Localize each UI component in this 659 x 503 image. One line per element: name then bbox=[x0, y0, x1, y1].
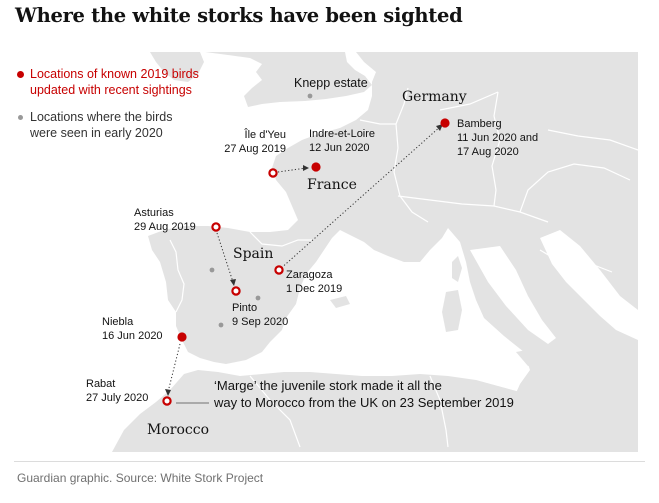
label-asturias: Asturias 29 Aug 2019 bbox=[134, 206, 196, 234]
route-zaragoza-bamberg bbox=[278, 125, 442, 271]
tyrrhenian-sea bbox=[470, 246, 556, 344]
pinto-marker bbox=[231, 286, 241, 296]
balearics-land bbox=[330, 296, 350, 308]
indre-date: 12 Jun 2020 bbox=[309, 142, 370, 154]
bamberg-date2: 17 Aug 2020 bbox=[457, 146, 519, 158]
label-knepp-estate: Knepp estate bbox=[294, 76, 368, 90]
north-africa-land bbox=[112, 370, 638, 452]
label-niebla: Niebla 16 Jun 2020 bbox=[102, 315, 163, 343]
source-credit: Guardian graphic. Source: White Stork Pr… bbox=[17, 471, 264, 485]
sardinia-land bbox=[442, 290, 462, 332]
zaragoza-name: Zaragoza bbox=[286, 269, 333, 281]
route-ile-dyeu-indre bbox=[277, 167, 307, 173]
bamberg-marker bbox=[440, 118, 450, 128]
route-niebla-rabat bbox=[167, 343, 181, 393]
indre-name: Indre-et-Loire bbox=[309, 128, 376, 140]
label-bamberg: Bamberg 11 Jun 2020 and 17 Aug 2020 bbox=[457, 117, 538, 159]
asturias-name: Asturias bbox=[134, 207, 174, 219]
legend-grey-line1: Locations where the birds bbox=[30, 110, 173, 124]
great-britain-land bbox=[205, 52, 372, 107]
rabat-name: Rabat bbox=[86, 378, 116, 390]
niebla-name: Niebla bbox=[102, 316, 134, 328]
label-indre-et-loire: Indre-et-Loire 12 Jun 2020 bbox=[309, 127, 375, 155]
country-spain: Spain bbox=[233, 246, 274, 262]
asturias-marker bbox=[211, 222, 221, 232]
europe-map bbox=[112, 52, 639, 452]
legend-grey-line2: were seen in early 2020 bbox=[30, 126, 163, 140]
footer-divider bbox=[14, 461, 645, 462]
ile-dyeu-marker bbox=[268, 168, 278, 178]
annotation-line2: way to Morocco from the UK on 23 Septemb… bbox=[214, 395, 514, 410]
pinto-date: 9 Sep 2020 bbox=[232, 316, 289, 328]
rabat-marker bbox=[162, 396, 172, 406]
pinto-name: Pinto bbox=[232, 302, 258, 314]
marge-annotation: ‘Marge’ the juvenile stork made it all t… bbox=[214, 377, 514, 411]
continent-land bbox=[148, 52, 638, 447]
bamberg-date1: 11 Jun 2020 and bbox=[457, 132, 539, 144]
zaragoza-marker bbox=[274, 265, 284, 275]
country-morocco: Morocco bbox=[147, 422, 209, 438]
sicily-land bbox=[516, 346, 548, 366]
grey-dot-icon bbox=[18, 115, 23, 120]
indre-et-loire-marker bbox=[311, 162, 321, 172]
annotation-line1: ‘Marge’ the juvenile stork made it all t… bbox=[214, 378, 442, 393]
niebla-marker bbox=[177, 332, 187, 342]
niebla-date: 16 Jun 2020 bbox=[102, 330, 163, 342]
label-ile-dyeu: Île d'Yeu 27 Aug 2019 bbox=[224, 128, 286, 156]
adriatic-sea bbox=[540, 230, 638, 340]
arrowhead-pinto bbox=[230, 279, 236, 286]
legend-red-line1: Locations of known 2019 birds bbox=[30, 67, 199, 81]
label-pinto: Pinto 9 Sep 2020 bbox=[232, 301, 288, 329]
label-rabat: Rabat 27 July 2020 bbox=[86, 377, 148, 405]
knepp-grey-marker bbox=[307, 93, 313, 99]
label-zaragoza: Zaragoza 1 Dec 2019 bbox=[286, 268, 342, 296]
ile-dyeu-name: Île d'Yeu bbox=[244, 129, 286, 141]
grey-marker-west-spain bbox=[209, 267, 215, 273]
zaragoza-date: 1 Dec 2019 bbox=[286, 283, 343, 295]
arrowhead-bamberg bbox=[436, 124, 443, 131]
arrowhead-rabat bbox=[165, 389, 171, 396]
rabat-date: 27 July 2020 bbox=[86, 392, 149, 404]
country-france: France bbox=[307, 177, 357, 193]
red-dot-icon bbox=[17, 71, 24, 78]
bamberg-name: Bamberg bbox=[457, 118, 502, 130]
corsica-land bbox=[452, 256, 462, 282]
legend-red-line2: updated with recent sightings bbox=[30, 83, 192, 97]
chart-title: Where the white storks have been sighted bbox=[15, 4, 463, 27]
country-germany: Germany bbox=[402, 89, 467, 105]
ile-dyeu-date: 27 Aug 2019 bbox=[224, 143, 286, 155]
ireland-land bbox=[150, 52, 204, 82]
grey-marker-pinto bbox=[255, 295, 261, 301]
grey-marker-south-spain bbox=[218, 322, 224, 328]
asturias-date: 29 Aug 2019 bbox=[134, 221, 196, 233]
arrowhead-indre bbox=[303, 165, 309, 171]
